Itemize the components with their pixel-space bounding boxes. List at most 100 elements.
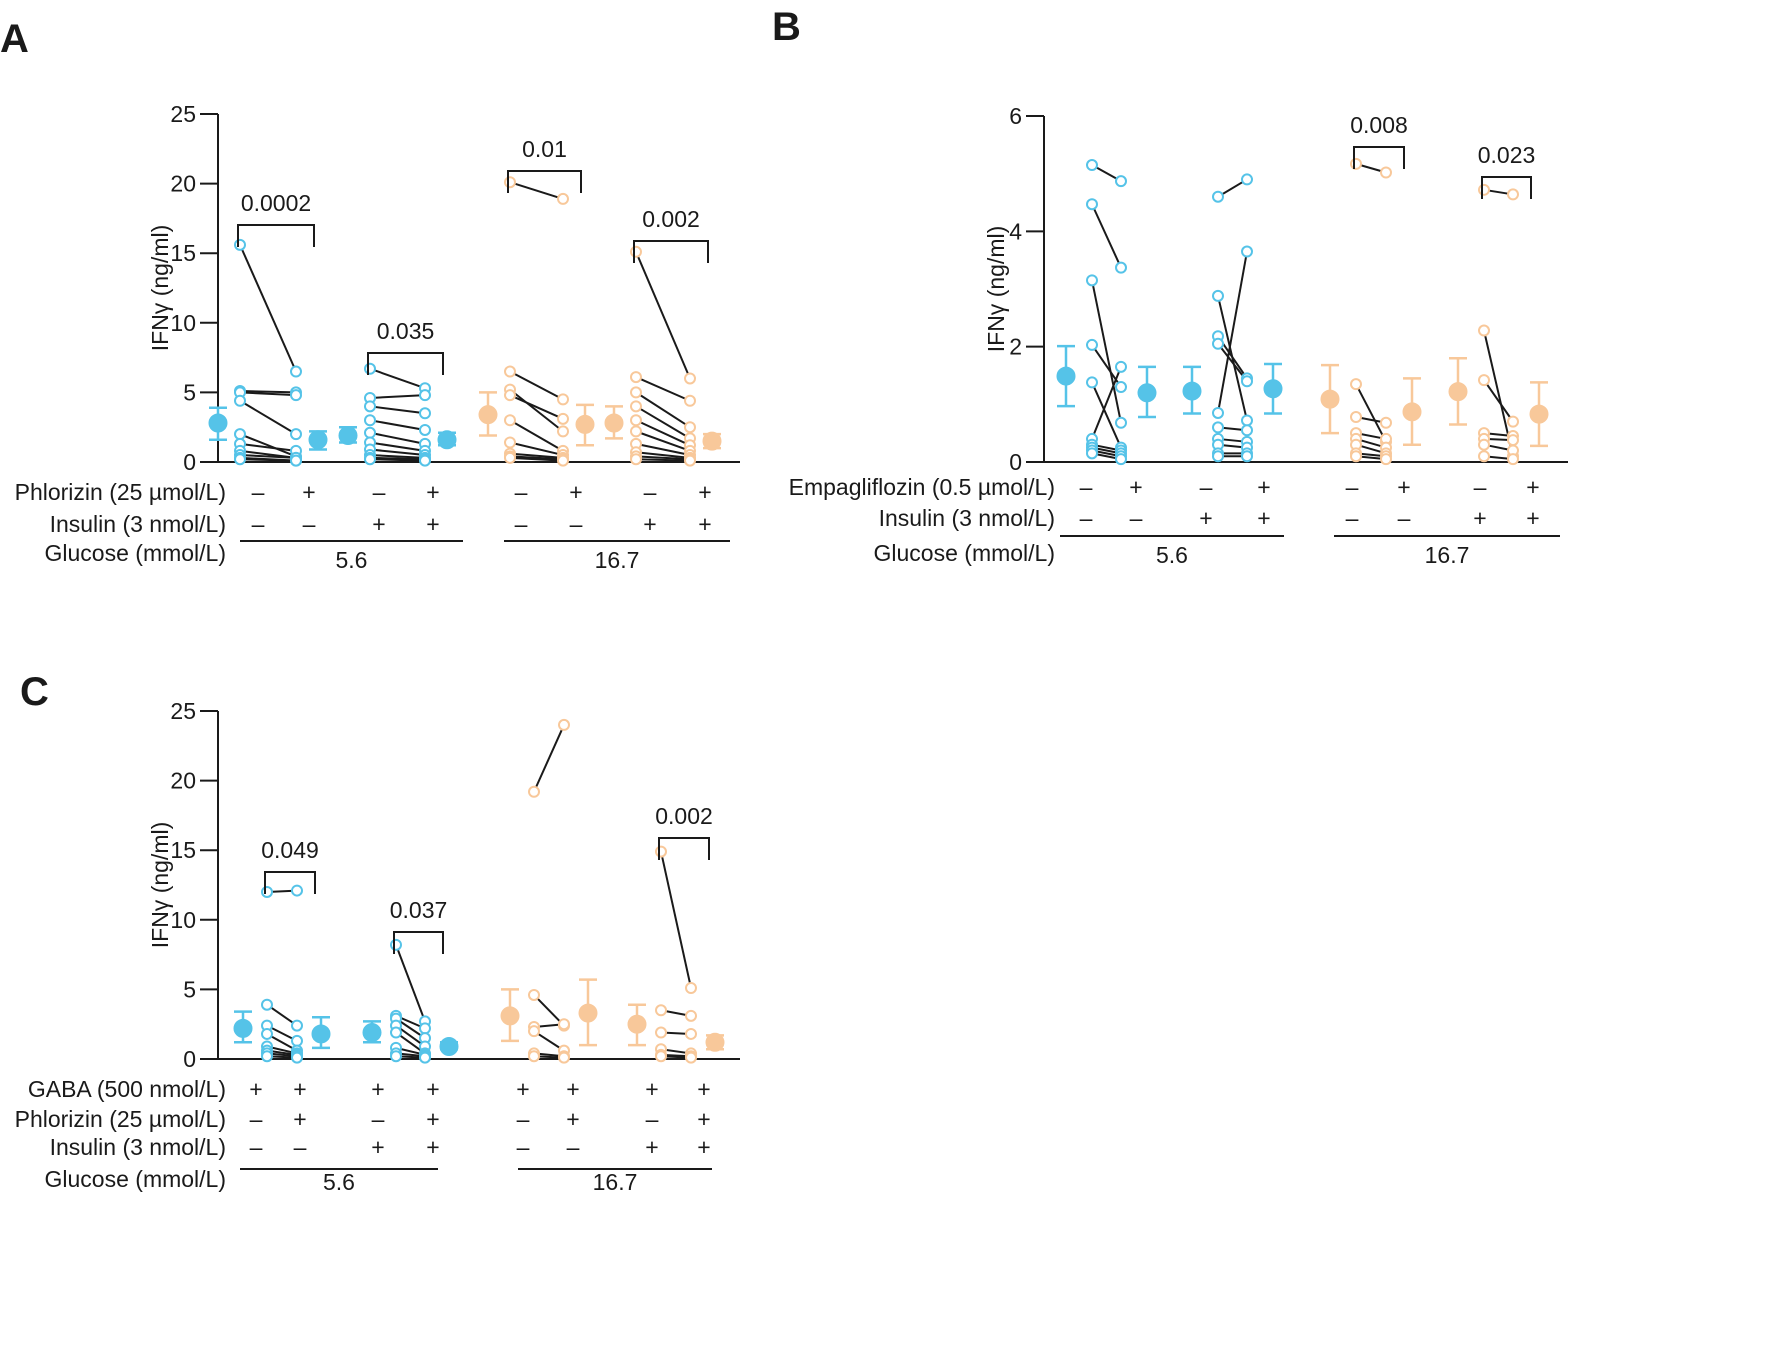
row-symbol: – — [567, 1134, 580, 1160]
glucose-group-label: 16.7 — [595, 547, 640, 573]
mean-marker-before — [1320, 389, 1340, 409]
row-symbol: + — [426, 479, 439, 505]
glucose-group-label: 16.7 — [1425, 542, 1470, 568]
row-symbol: – — [1346, 505, 1359, 531]
row-symbol: + — [566, 1076, 579, 1102]
point-after — [685, 1051, 697, 1064]
point-after — [557, 393, 569, 406]
point-after — [1507, 453, 1519, 466]
point-before — [364, 414, 376, 427]
row-symbol: – — [646, 1106, 659, 1132]
pair-group: + +– ++ +0.037 — [362, 897, 459, 1160]
paired-line — [635, 405, 691, 440]
row-symbol: + — [426, 1076, 439, 1102]
y-tick-label: 15 — [170, 240, 196, 266]
point-before — [234, 238, 246, 251]
pair-group: – + – – 0.008 — [1320, 112, 1422, 531]
row-symbol: – — [372, 1106, 385, 1132]
point-after — [684, 421, 696, 434]
point-after — [684, 394, 696, 407]
row-symbol: + — [645, 1076, 658, 1102]
point-before — [261, 1027, 273, 1040]
point-before — [504, 389, 516, 402]
point-before — [1212, 289, 1224, 302]
point-before — [1350, 411, 1362, 424]
point-before — [1350, 450, 1362, 463]
point-before — [630, 453, 642, 466]
paired-line — [635, 451, 691, 459]
point-before — [1212, 190, 1224, 203]
row-symbol: + — [1526, 474, 1539, 500]
row-symbol: – — [303, 511, 316, 537]
point-before — [1478, 183, 1490, 196]
significance-bracket — [393, 931, 444, 954]
mean-marker-before — [233, 1018, 253, 1038]
row-label: GABA (500 nmol/L) — [28, 1076, 226, 1102]
row-symbol: – — [515, 511, 528, 537]
point-before — [1478, 324, 1490, 337]
mean-marker-before — [338, 426, 358, 446]
paired-line — [509, 455, 564, 461]
point-after — [1115, 381, 1127, 394]
row-symbol: – — [250, 1134, 263, 1160]
paired-line — [369, 456, 426, 461]
mean-marker-before — [208, 413, 228, 433]
point-before — [261, 1050, 273, 1063]
significance-bracket — [1481, 176, 1532, 199]
paired-line — [635, 458, 691, 462]
point-after — [1241, 450, 1253, 463]
point-before — [261, 885, 273, 898]
paired-line — [369, 458, 426, 462]
row-symbol: + — [697, 1076, 710, 1102]
point-after — [419, 389, 431, 402]
row-symbol: + — [1397, 474, 1410, 500]
row-symbol: + — [1473, 505, 1486, 531]
point-before — [504, 436, 516, 449]
glucose-group-label: 5.6 — [1156, 542, 1188, 568]
point-before — [528, 1025, 540, 1038]
point-after — [558, 718, 570, 731]
point-before — [655, 845, 667, 858]
point-after — [1241, 173, 1253, 186]
paired-line — [369, 448, 426, 457]
mean-marker-before — [1056, 366, 1076, 386]
row-symbol: + — [302, 479, 315, 505]
mean-marker-after — [705, 1032, 725, 1052]
row-symbol: + — [371, 1134, 384, 1160]
paired-line — [509, 394, 564, 420]
row-symbol: + — [426, 1106, 439, 1132]
y-tick-label: 6 — [1009, 103, 1022, 129]
point-before — [655, 1004, 667, 1017]
paired-line — [635, 251, 691, 379]
point-after — [291, 1034, 303, 1047]
panel-c: C 0 5 10 15 20 25 IFNγ (ng/ml) GABA (500 nmol/L)… — [15, 670, 740, 1195]
mean-marker-after — [437, 430, 457, 450]
p-value-label: 0.049 — [261, 837, 319, 863]
row-symbol: – — [1398, 505, 1411, 531]
row-symbol: – — [1080, 474, 1093, 500]
pair-group: – + + + — [1182, 173, 1283, 531]
point-after — [290, 365, 302, 378]
point-before — [1086, 376, 1098, 389]
point-before — [1478, 374, 1490, 387]
mean-marker-before — [362, 1023, 382, 1043]
p-value-label: 0.037 — [390, 897, 448, 923]
p-value-label: 0.01 — [522, 136, 567, 162]
point-before — [504, 414, 516, 427]
paired-line — [239, 458, 297, 462]
pair-group: – + + +0.035 — [338, 318, 457, 537]
point-before — [390, 938, 402, 951]
p-value-label: 0.008 — [1350, 112, 1408, 138]
y-tick-label: 5 — [183, 379, 196, 405]
paired-line — [509, 370, 564, 401]
paired-line — [369, 431, 426, 445]
row-symbol: – — [252, 511, 265, 537]
pair-group: – + + +0.002 — [604, 206, 722, 537]
point-before — [1212, 450, 1224, 463]
point-before — [630, 245, 642, 258]
point-after — [290, 454, 302, 467]
point-after — [685, 1009, 697, 1022]
row-symbol: + — [1257, 474, 1270, 500]
row-label: Empagliflozin (0.5 µmol/L) — [789, 474, 1055, 500]
